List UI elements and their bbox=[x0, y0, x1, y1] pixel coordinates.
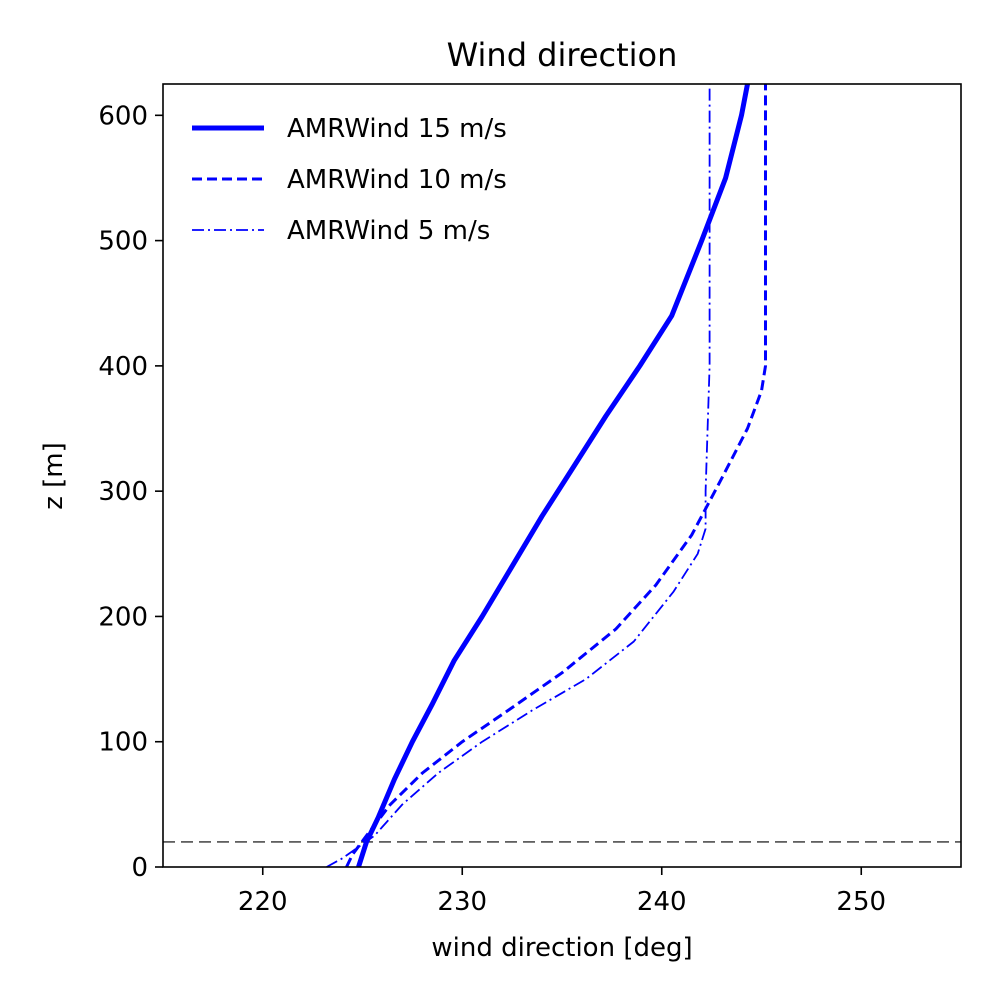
x-tick-label: 230 bbox=[437, 887, 487, 917]
y-tick-label: 300 bbox=[98, 477, 148, 507]
y-tick-label: 0 bbox=[131, 853, 148, 883]
plot-frame bbox=[162, 83, 962, 868]
series-line-3 bbox=[326, 84, 711, 868]
legend-label-1: AMRWind 15 m/s bbox=[287, 114, 507, 144]
series-line-1 bbox=[356, 83, 750, 868]
y-tick-label: 500 bbox=[98, 227, 148, 257]
plot-area bbox=[163, 83, 961, 868]
legend: AMRWind 15 m/s AMRWind 10 m/s AMRWind 5 m/… bbox=[192, 114, 507, 246]
legend-label-2: AMRWind 10 m/s bbox=[287, 165, 507, 195]
legend-label-3: AMRWind 5 m/s bbox=[287, 216, 490, 246]
y-axis-label: z [m] bbox=[39, 442, 69, 510]
x-tick-label: 250 bbox=[836, 887, 886, 917]
chart-title: Wind direction bbox=[447, 36, 678, 74]
x-tick-label: 240 bbox=[637, 887, 687, 917]
axis-ticks: 220 230 240 250 0 100 200 300 400 500 600 bbox=[98, 101, 886, 917]
series-line-2 bbox=[345, 84, 767, 868]
y-tick-label: 100 bbox=[98, 728, 148, 758]
y-tick-label: 400 bbox=[98, 352, 148, 382]
y-tick-label: 600 bbox=[98, 101, 148, 131]
x-tick-label: 220 bbox=[238, 887, 288, 917]
y-tick-label: 200 bbox=[98, 602, 148, 632]
x-axis-label: wind direction [deg] bbox=[431, 933, 692, 963]
